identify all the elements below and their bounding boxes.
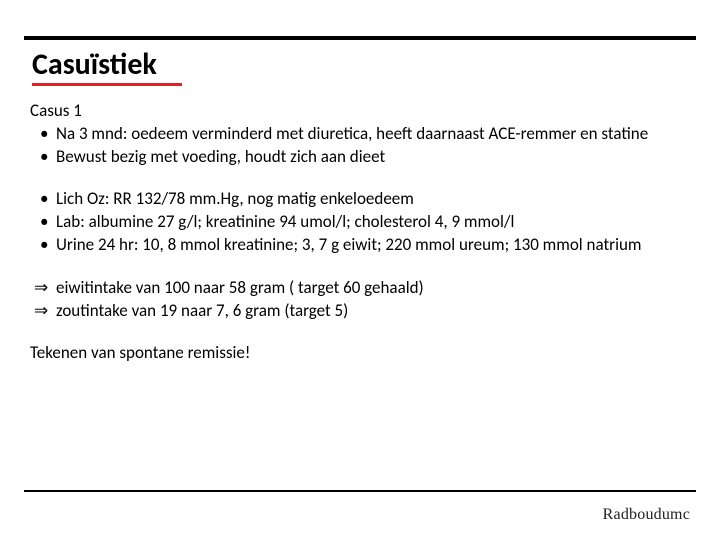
list-item: Bewust bezig met voeding, houdt zich aan… — [56, 146, 684, 168]
title-underline — [32, 83, 182, 86]
slide-title: Casuïstiek — [32, 46, 157, 83]
closing-line: Tekenen van spontane remissie! — [30, 342, 684, 364]
slide-content: Casus 1 Na 3 mnd: oedeem verminderd met … — [30, 100, 684, 364]
arrow-block: eiwitintake van 100 naar 58 gram ( targe… — [30, 277, 684, 322]
casus-label: Casus 1 — [30, 100, 684, 122]
bullet-block-1: Na 3 mnd: oedeem verminderd met diuretic… — [30, 123, 684, 168]
top-rule — [24, 36, 696, 40]
logo-text: Radboudumc — [603, 506, 690, 524]
list-item: Lich Oz: RR 132/78 mm.Hg, nog matig enke… — [56, 188, 684, 210]
list-item: Urine 24 hr: 10, 8 mmol kreatinine; 3, 7… — [56, 234, 684, 256]
list-item: eiwitintake van 100 naar 58 gram ( targe… — [56, 277, 684, 299]
list-item: zoutintake van 19 naar 7, 6 gram (target… — [56, 300, 684, 322]
bullet-block-2: Lich Oz: RR 132/78 mm.Hg, nog matig enke… — [30, 188, 684, 256]
bottom-rule — [24, 490, 696, 492]
list-item: Na 3 mnd: oedeem verminderd met diuretic… — [56, 123, 684, 145]
list-item: Lab: albumine 27 g/l; kreatinine 94 umol… — [56, 211, 684, 233]
